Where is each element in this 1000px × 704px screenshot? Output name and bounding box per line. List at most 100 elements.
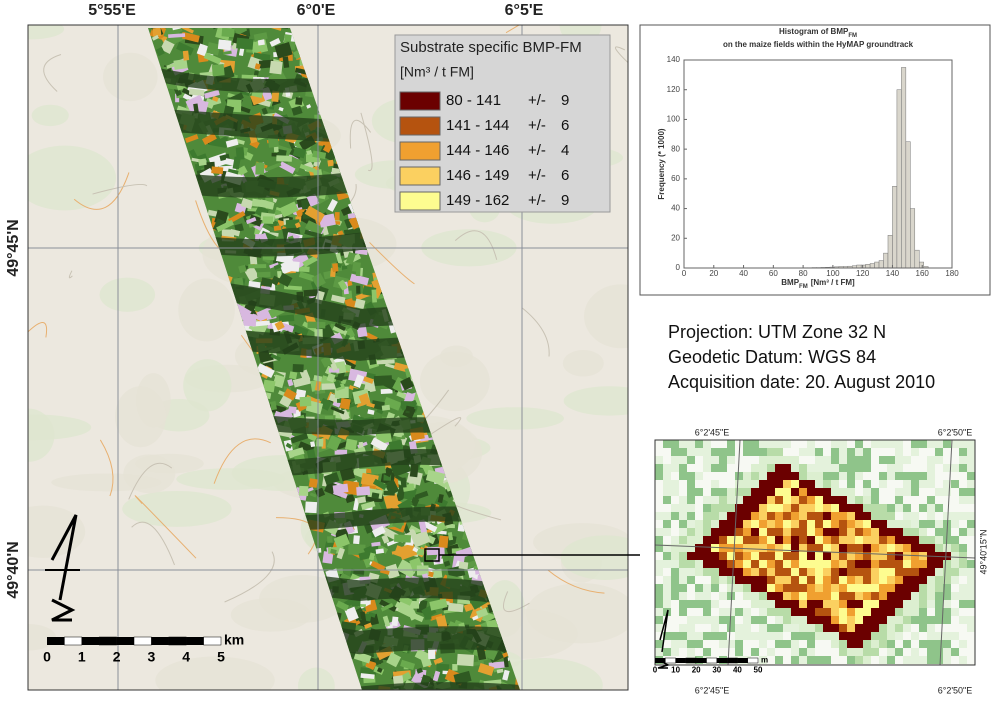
pixel xyxy=(807,440,815,448)
pixel xyxy=(903,552,911,560)
pixel xyxy=(879,440,887,448)
pixel xyxy=(895,552,903,560)
field xyxy=(255,162,264,175)
pixel xyxy=(959,592,967,600)
pixel xyxy=(759,464,767,472)
pixel xyxy=(903,496,911,504)
pixel xyxy=(831,464,839,472)
pixel xyxy=(911,576,919,584)
title-text: Histogram of BMP xyxy=(779,27,849,36)
pixel xyxy=(815,560,823,568)
pixel xyxy=(695,624,703,632)
pixel xyxy=(951,656,959,664)
pixel xyxy=(703,592,711,600)
pixel xyxy=(663,440,671,448)
histogram-bar xyxy=(892,186,896,268)
legend-range: 144 - 146 xyxy=(446,142,509,159)
pixel xyxy=(847,656,855,664)
pixel xyxy=(807,608,815,616)
pixel xyxy=(927,632,935,640)
pixel xyxy=(799,592,807,600)
pixel xyxy=(815,584,823,592)
pixel xyxy=(927,480,935,488)
pixel xyxy=(935,608,943,616)
pixel xyxy=(887,576,895,584)
pixel xyxy=(783,472,791,480)
pixel xyxy=(767,600,775,608)
pixel xyxy=(911,568,919,576)
pixel xyxy=(903,544,911,552)
pixel xyxy=(871,624,879,632)
pixel xyxy=(671,552,679,560)
pixel xyxy=(847,632,855,640)
pixel xyxy=(935,576,943,584)
pixel xyxy=(847,640,855,648)
pixel xyxy=(935,560,943,568)
pixel xyxy=(879,592,887,600)
scale-label: 20 xyxy=(692,665,701,674)
pixel xyxy=(807,528,815,536)
pixel xyxy=(815,544,823,552)
pixel xyxy=(951,568,959,576)
scale-segment xyxy=(655,658,665,663)
pixel xyxy=(863,504,871,512)
pixel xyxy=(871,656,879,664)
pixel xyxy=(751,544,759,552)
pixel xyxy=(895,576,903,584)
pixel xyxy=(791,480,799,488)
pixel xyxy=(839,504,847,512)
field xyxy=(424,613,431,620)
pixel xyxy=(775,568,783,576)
pixel xyxy=(775,608,783,616)
pixel xyxy=(959,488,967,496)
pixel xyxy=(855,520,863,528)
pixel xyxy=(687,608,695,616)
pixel xyxy=(807,456,815,464)
pixel xyxy=(967,448,975,456)
pixel xyxy=(847,608,855,616)
pixel xyxy=(783,632,791,640)
pixel xyxy=(735,600,743,608)
pixel xyxy=(743,568,751,576)
pixel xyxy=(911,632,919,640)
pixel xyxy=(743,480,751,488)
pixel xyxy=(687,616,695,624)
pixel xyxy=(847,576,855,584)
pixel xyxy=(815,568,823,576)
terrain xyxy=(115,386,166,447)
pixel xyxy=(775,440,783,448)
pixel xyxy=(855,480,863,488)
pixel xyxy=(687,512,695,520)
pixel xyxy=(967,504,975,512)
pixel xyxy=(703,560,711,568)
pixel xyxy=(719,528,727,536)
pixel xyxy=(847,568,855,576)
pixel xyxy=(743,632,751,640)
field xyxy=(212,64,225,76)
pixel xyxy=(743,504,751,512)
pixel xyxy=(951,624,959,632)
pixel xyxy=(967,544,975,552)
field xyxy=(327,536,333,543)
pixel xyxy=(807,496,815,504)
pixel xyxy=(711,616,719,624)
pixel xyxy=(823,520,831,528)
inset-lon-label: 6°2'45"E xyxy=(695,427,730,437)
pixel xyxy=(655,456,663,464)
pixel xyxy=(679,592,687,600)
pixel xyxy=(663,488,671,496)
scale-segment xyxy=(134,637,151,645)
pixel xyxy=(735,536,743,544)
pixel xyxy=(719,496,727,504)
pixel xyxy=(911,440,919,448)
pixel xyxy=(767,496,775,504)
pixel xyxy=(727,528,735,536)
pixel xyxy=(711,488,719,496)
pixel xyxy=(919,608,927,616)
pixel xyxy=(863,576,871,584)
pixel xyxy=(671,496,679,504)
pixel xyxy=(895,568,903,576)
pixel xyxy=(687,568,695,576)
pixel xyxy=(887,616,895,624)
pixel xyxy=(863,600,871,608)
